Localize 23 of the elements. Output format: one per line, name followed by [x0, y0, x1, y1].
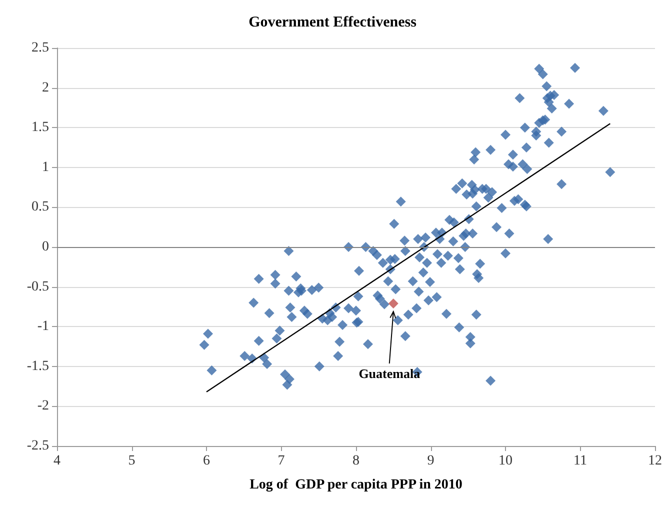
x-tick-label: 11: [574, 454, 587, 468]
x-tick-label: 9: [427, 454, 434, 468]
x-tick-label: 6: [203, 454, 210, 468]
y-tick-label: 1: [42, 160, 49, 175]
y-tick-label: -2.5: [26, 438, 49, 454]
x-tick-label: 7: [278, 454, 285, 468]
y-tick-label: -0.5: [26, 279, 49, 294]
y-tick-label: -1: [37, 319, 49, 334]
annotation: Guatemala: [358, 366, 421, 382]
x-axis-title: Log of GDP per capita PPP in 2010: [250, 478, 462, 492]
chart-title: Government Effectiveness: [248, 14, 417, 30]
x-tick-label: 5: [128, 454, 136, 468]
y-tick-label: 1.5: [32, 120, 49, 136]
x-tick-label: 10: [498, 454, 512, 468]
x-tick-label: 4: [54, 454, 60, 468]
y-tick-label: -1.5: [26, 358, 49, 374]
x-tick-label: 12: [648, 454, 662, 468]
y-tick-label: 2.5: [32, 40, 49, 56]
y-tick-label: -2: [37, 398, 49, 414]
y-tick-label: 2: [42, 80, 49, 96]
y-tick-label: 0: [42, 240, 49, 254]
y-tick-label: 0.5: [32, 200, 49, 215]
x-tick-label: 8: [352, 454, 360, 468]
